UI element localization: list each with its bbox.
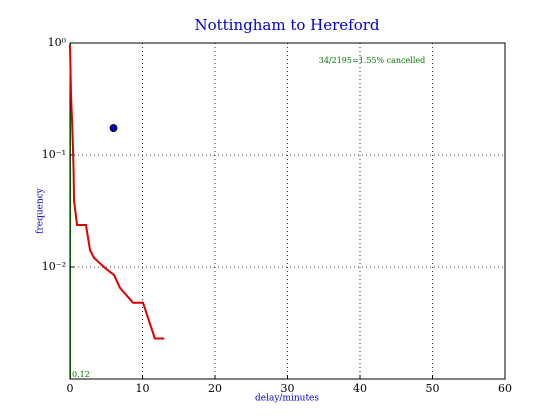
x-axis-label: delay/minutes — [255, 394, 319, 404]
x-tick-label: 20 — [208, 382, 222, 395]
x-tick-label: 10 — [136, 382, 150, 395]
y-axis-label: frequency — [36, 187, 46, 234]
x-tick-label: 60 — [498, 382, 512, 395]
x-tick-label: 50 — [426, 382, 440, 395]
x-tick-label: 30 — [281, 382, 295, 395]
plot-frame — [69, 42, 506, 380]
y-tick-label: 10⁰ — [48, 36, 67, 49]
x-tick-label: 0 — [67, 382, 74, 395]
corner-note: 0.12 — [72, 370, 90, 379]
point — [109, 124, 118, 132]
annotation: 34/2195=1.55% cancelled — [319, 56, 425, 65]
y-tick-label: 10⁻² — [42, 260, 66, 273]
data-line — [69, 44, 165, 340]
chart-title: Nottingham to Hereford — [194, 16, 379, 34]
x-tick-label: 40 — [353, 382, 367, 395]
y-tick-label: 10⁻¹ — [42, 148, 66, 161]
